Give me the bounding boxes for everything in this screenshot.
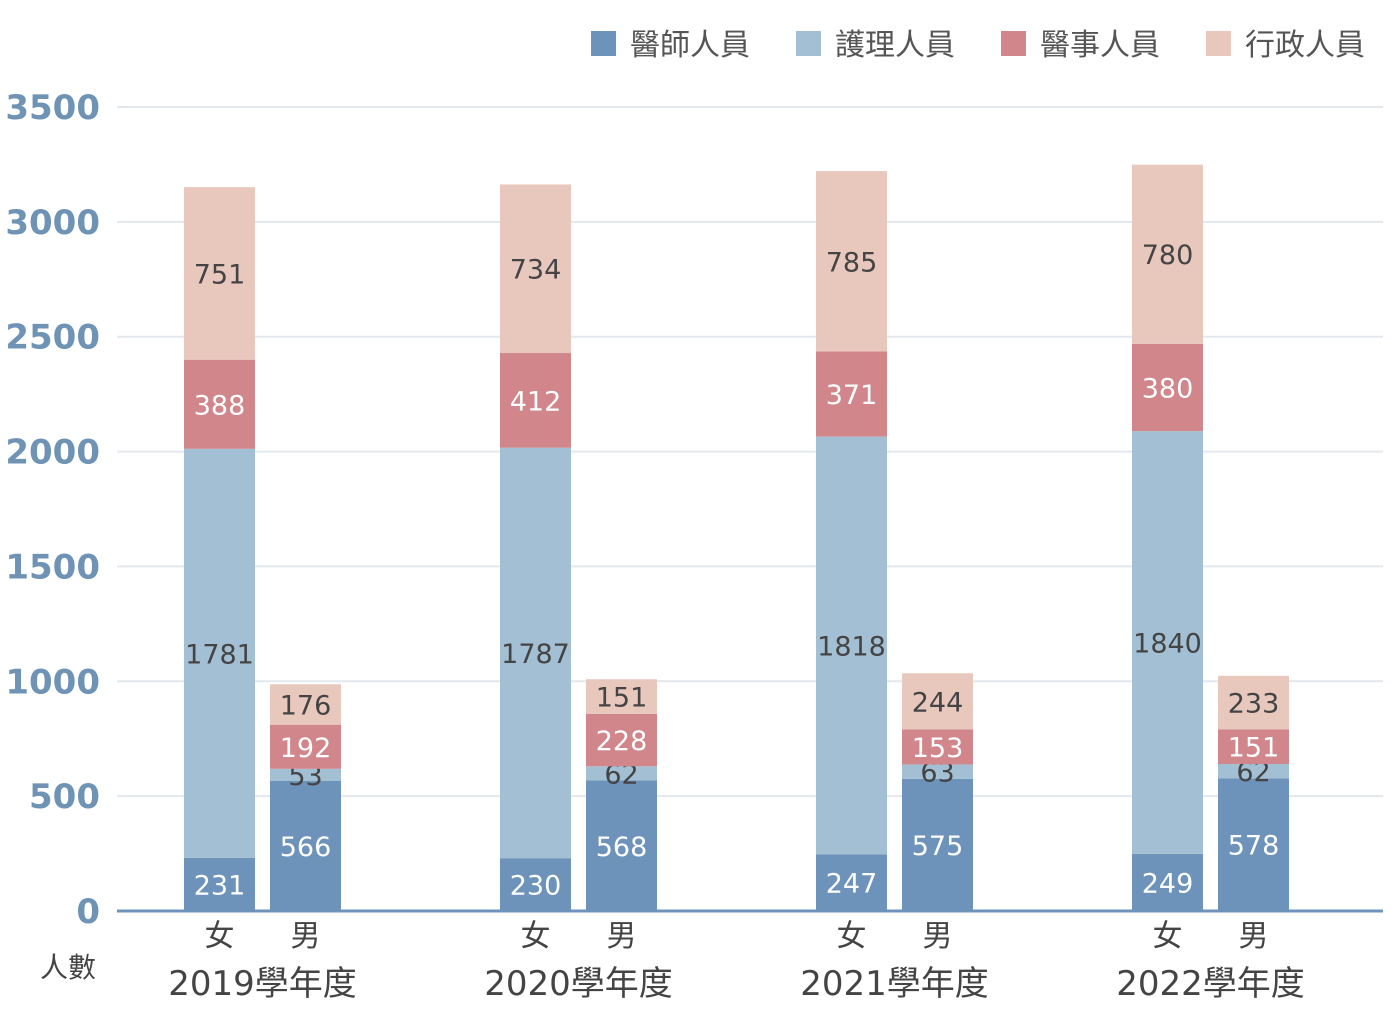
data-label-2-1-2: 1787 (501, 639, 570, 670)
x-axis: 女 男 2019學年度 女 男 2020學年度 女 男 2021學年度 女 男 2022學年度 (168, 919, 1305, 1004)
bar-segment-4-2-1 (1218, 778, 1289, 911)
data-label-4-2-4: 233 (1228, 689, 1280, 720)
bar-segment-2-1-4 (500, 184, 571, 354)
data-label-4-1-1: 249 (1142, 868, 1194, 899)
bar-segment-4-1-3 (1132, 343, 1203, 432)
data-label-4-2-1: 578 (1228, 831, 1280, 862)
data-label-2-2-1: 568 (596, 832, 648, 863)
bar-segment-3-2-1 (902, 778, 973, 911)
bar-segment-3-1-4 (816, 171, 887, 352)
bar-segment-2-1-2 (500, 447, 571, 859)
y-axis-label: 人數 (40, 951, 96, 984)
legend-label-1: 醫師人員 (630, 28, 750, 63)
year-label-2: 2020學年度 (484, 964, 673, 1004)
data-label-2-2-4: 151 (596, 683, 648, 714)
data-label-2-2-3: 228 (596, 726, 648, 757)
data-label-1-2-4: 176 (280, 690, 332, 721)
bar-segment-2-1-3 (500, 353, 571, 448)
bar-segment-4-1-4 (1132, 164, 1203, 344)
legend-swatch-1 (591, 31, 616, 56)
bar-segment-4-2-4 (1218, 675, 1289, 730)
bar-segment-3-2-3 (902, 729, 973, 765)
bar-segment-2-2-1 (586, 780, 657, 911)
data-label-1-2-1: 566 (280, 832, 332, 863)
data-label-3-2-3: 153 (912, 733, 964, 764)
legend-swatch-4 (1206, 31, 1231, 56)
data-label-3-1-2: 1818 (817, 631, 886, 662)
bar-segment-1-1-3 (184, 359, 255, 449)
data-label-1-1-4: 751 (194, 259, 246, 290)
bar-segment-1-2-3 (270, 724, 341, 769)
y-axis: 0 500 1000 1500 2000 2500 3000 3500 (5, 88, 100, 932)
legend-label-4: 行政人員 (1245, 28, 1365, 63)
y-tick-label-0: 0 (76, 892, 100, 932)
legend-swatch-3 (1001, 31, 1026, 56)
year-label-1: 2019學年度 (168, 964, 357, 1004)
y-tick-label-1000: 1000 (5, 662, 100, 702)
bar-segment-2-2-4 (586, 679, 657, 714)
legend-swatch-2 (796, 31, 821, 56)
data-label-4-2-3: 151 (1228, 733, 1280, 764)
data-label-3-1-4: 785 (826, 247, 878, 278)
bar-segment-4-1-1 (1132, 853, 1203, 911)
gender-label-2-1: 女 (521, 919, 551, 954)
gender-label-3-1: 女 (837, 919, 867, 954)
bar-segment-2-2-2 (586, 766, 657, 781)
data-label-3-1-1: 247 (826, 869, 878, 900)
data-label-4-1-2: 1840 (1133, 628, 1202, 659)
bar-segment-1-2-2 (270, 768, 341, 781)
y-tick-label-3500: 3500 (5, 88, 100, 128)
legend-label-3: 醫事人員 (1040, 28, 1160, 63)
data-label-3-2-1: 575 (912, 831, 964, 862)
gridlines (117, 106, 1383, 798)
data-label-4-1-3: 380 (1142, 373, 1194, 404)
gender-label-3-2: 男 (923, 919, 953, 954)
data-label-2-1-1: 230 (510, 871, 562, 902)
data-label-2-1-4: 734 (510, 255, 562, 286)
data-label-2-1-3: 412 (510, 386, 562, 417)
data-label-3-1-3: 371 (826, 380, 878, 411)
bar-segment-3-1-3 (816, 351, 887, 437)
bar-segment-1-2-4 (270, 684, 341, 725)
year-label-4: 2022學年度 (1116, 964, 1305, 1004)
gender-label-4-1: 女 (1153, 919, 1183, 954)
year-label-3: 2021學年度 (800, 964, 989, 1004)
data-label-1-1-1: 231 (194, 870, 246, 901)
y-tick-label-2500: 2500 (5, 318, 100, 358)
data-label-1-1-2: 1781 (185, 639, 254, 670)
bar-segment-2-2-3 (586, 713, 657, 767)
gender-label-2-2: 男 (607, 919, 637, 954)
bar-segment-3-1-1 (816, 854, 887, 911)
bar-segment-3-2-2 (902, 764, 973, 779)
bar-segment-3-1-2 (816, 436, 887, 855)
gender-label-1-2: 男 (291, 919, 321, 954)
bar-segment-2-1-1 (500, 858, 571, 911)
bar-segment-1-1-2 (184, 448, 255, 858)
gender-label-1-1: 女 (205, 919, 235, 954)
bars: 2311781388751566531921762301787412734568… (184, 164, 1289, 911)
bar-segment-1-2-1 (270, 780, 341, 911)
data-label-1-2-3: 192 (280, 733, 332, 764)
bar-segment-4-2-2 (1218, 763, 1289, 779)
bar-segment-3-2-4 (902, 673, 973, 730)
data-label-1-1-3: 388 (194, 390, 246, 421)
y-tick-label-1500: 1500 (5, 547, 100, 587)
bar-segment-4-2-3 (1218, 729, 1289, 764)
data-label-4-1-4: 780 (1142, 240, 1194, 271)
bar-segment-1-1-1 (184, 857, 255, 911)
y-tick-label-500: 500 (29, 777, 100, 817)
gender-label-4-2: 男 (1239, 919, 1269, 954)
data-label-3-2-4: 244 (912, 687, 964, 718)
legend: 醫師人員 護理人員 醫事人員 行政人員 (591, 28, 1365, 63)
legend-label-2: 護理人員 (835, 28, 955, 63)
bar-segment-1-1-4 (184, 187, 255, 360)
y-tick-label-2000: 2000 (5, 433, 100, 473)
bar-segment-4-1-2 (1132, 431, 1203, 854)
y-tick-label-3000: 3000 (5, 203, 100, 243)
